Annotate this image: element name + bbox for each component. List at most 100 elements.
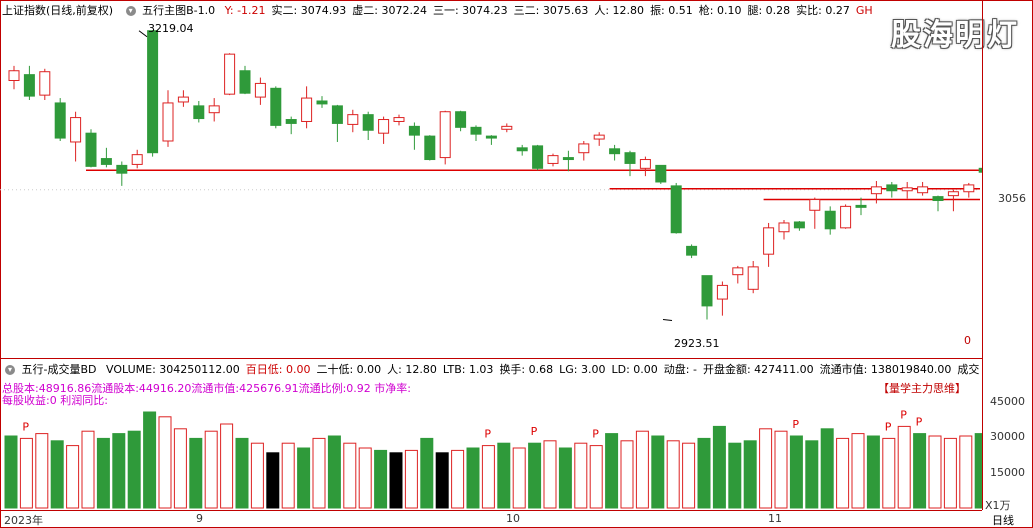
volume-bar — [558, 447, 572, 509]
watermark-logo: 股海明灯 — [891, 18, 1019, 53]
candle-body — [701, 275, 713, 307]
volume-bar — [66, 445, 80, 509]
volume-bar — [574, 442, 588, 509]
candle — [840, 204, 852, 229]
index-name[interactable]: 上证指数(日线,前复权) — [2, 4, 114, 17]
candle — [393, 114, 405, 126]
volume-unit-label: X1万 — [985, 499, 1011, 512]
candle-body — [732, 267, 744, 276]
candle-body — [763, 227, 775, 255]
candle-body — [516, 147, 528, 152]
volume-bar — [589, 445, 603, 509]
volume-bar — [805, 440, 819, 509]
candle-body — [39, 71, 51, 96]
volume-bar — [620, 440, 634, 509]
p-marker: P — [531, 425, 538, 438]
candle — [193, 100, 205, 123]
candle — [162, 90, 174, 147]
candle-body — [716, 284, 728, 300]
volume-bar — [466, 447, 480, 509]
candle-body — [978, 167, 982, 173]
candle — [609, 144, 621, 161]
candle-body — [670, 185, 682, 234]
candle — [362, 111, 374, 141]
chevron-down-icon[interactable]: ▾ — [125, 6, 136, 16]
date-axis-divider — [0, 510, 982, 511]
candle — [408, 122, 420, 150]
volume-bar — [712, 425, 726, 509]
candle — [131, 149, 143, 169]
candle — [316, 96, 328, 108]
volume-bar — [158, 416, 172, 509]
candle — [778, 220, 790, 240]
volume-bar — [913, 433, 927, 509]
period-selector[interactable]: 日线 — [992, 514, 1014, 527]
candle-body — [532, 145, 544, 169]
volume-axis-label: 15000 — [990, 466, 1025, 479]
volume-bar — [605, 433, 619, 509]
p-marker: P — [885, 420, 892, 433]
indicator-value: 三二: 3075.63 — [513, 4, 589, 17]
indicator-value: 人: 12.80 — [594, 4, 645, 17]
candle-body — [485, 135, 497, 139]
candle — [901, 181, 913, 199]
volume-bar — [189, 437, 203, 509]
volume-bar — [974, 433, 982, 509]
candle-body — [393, 117, 405, 122]
volume-indicator-value: 百日低: 0.00 — [245, 363, 311, 376]
indicator-name[interactable]: 五行主图B-1.0 — [142, 4, 216, 17]
volume-bar — [497, 442, 511, 509]
volume-bar — [404, 449, 418, 509]
volume-bar — [928, 435, 942, 509]
indicator-value: Y: -1.21 — [224, 4, 266, 17]
volume-bar — [420, 437, 434, 509]
candle — [809, 197, 821, 229]
candle-body — [901, 187, 913, 192]
candle-body — [932, 196, 944, 202]
candle-body — [70, 117, 82, 143]
date-label-nov: 11 — [768, 512, 782, 525]
volume-bar — [374, 449, 388, 509]
candle — [455, 110, 467, 132]
candle — [686, 244, 698, 259]
volume-bar — [143, 411, 157, 509]
volume-bar — [651, 435, 665, 509]
volume-bar — [312, 437, 326, 509]
candle-body — [224, 53, 236, 95]
candle — [424, 135, 436, 161]
p-marker: P — [484, 428, 491, 441]
volume-indicator-value: LG: 3.00 — [559, 363, 606, 376]
volume-bar — [19, 437, 33, 509]
indicator-value: 实比: 0.27 — [796, 4, 850, 17]
candle-body — [100, 158, 112, 165]
candle — [100, 147, 112, 168]
candle — [39, 68, 51, 101]
candle — [224, 53, 236, 96]
candle-body — [809, 199, 821, 211]
candle — [254, 77, 266, 105]
candle-body — [162, 102, 174, 142]
chevron-down-icon[interactable]: ▾ — [5, 365, 15, 375]
panel-divider — [0, 358, 982, 359]
candle-body — [840, 205, 852, 229]
candle — [532, 144, 544, 171]
volume-bar — [204, 430, 218, 509]
volume-bar — [697, 437, 711, 509]
volume-bar — [851, 433, 865, 509]
candle-body — [578, 143, 590, 154]
indicator-value: 振: 0.51 — [650, 4, 693, 17]
axis-separator — [982, 0, 983, 510]
candle-body — [408, 125, 420, 136]
volume-indicator-value: LD: 0.00 — [611, 363, 658, 376]
candle — [378, 116, 390, 144]
low-annotation: 2923.51 — [674, 337, 720, 350]
candle — [70, 111, 82, 162]
candle — [301, 86, 313, 129]
candle — [624, 150, 636, 177]
p-marker: P — [592, 428, 599, 441]
candlestick-chart — [0, 30, 982, 322]
volume-indicator-name[interactable]: 五行-成交量BD — [21, 363, 97, 376]
candle-body — [177, 96, 189, 103]
date-label-oct: 10 — [506, 512, 520, 525]
volume-bar — [96, 437, 110, 509]
